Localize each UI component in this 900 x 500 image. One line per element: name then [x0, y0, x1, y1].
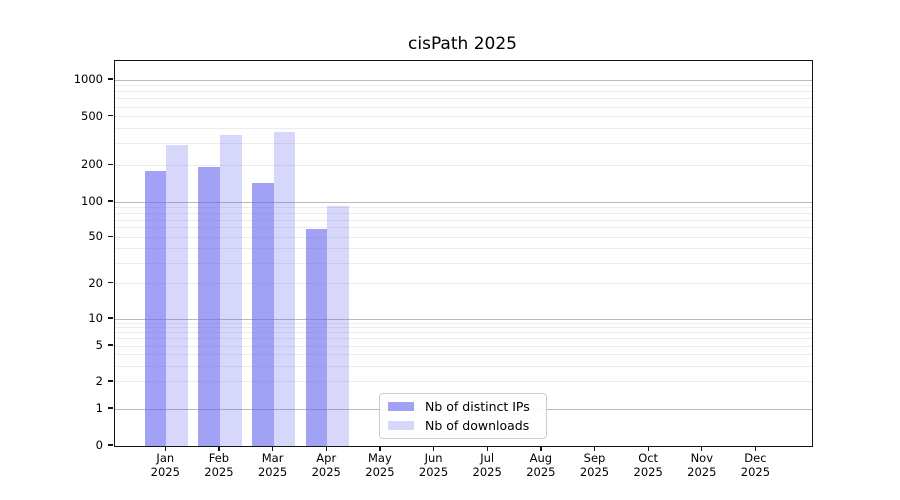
- minor-gridline: [115, 248, 812, 250]
- bar-distinct-ips-apr: [305, 228, 328, 446]
- minor-gridline: [115, 345, 812, 347]
- major-gridline: [115, 79, 812, 81]
- plot-area: [114, 60, 813, 447]
- minor-gridline: [115, 365, 812, 367]
- y-tick-mark: [108, 317, 113, 319]
- y-tick-mark: [108, 115, 113, 117]
- y-tick-mark: [108, 380, 113, 382]
- bar-distinct-ips-jan: [144, 171, 167, 446]
- minor-gridline: [115, 327, 812, 329]
- legend-item-downloads: Nb of downloads: [380, 418, 546, 434]
- bar-distinct-ips-feb: [198, 167, 220, 446]
- x-tick-label: Aug 2025: [526, 451, 556, 479]
- y-tick-label: 20: [88, 275, 103, 290]
- major-gridline: [115, 201, 812, 203]
- legend-swatch-distinct-ips: [388, 402, 414, 411]
- chart-title: cisPath 2025: [408, 34, 517, 54]
- y-tick-mark: [108, 344, 113, 346]
- x-tick-mark: [486, 446, 488, 452]
- minor-gridline: [115, 236, 812, 238]
- y-tick-label: 100: [81, 194, 103, 208]
- x-tick-mark: [379, 446, 381, 452]
- x-tick-label: Mar 2025: [257, 451, 288, 479]
- x-tick-mark: [593, 446, 596, 452]
- minor-gridline: [115, 354, 812, 356]
- minor-gridline: [115, 116, 812, 118]
- minor-gridline: [115, 212, 812, 214]
- minor-gridline: [115, 164, 812, 166]
- minor-gridline: [115, 91, 812, 93]
- legend: Nb of distinct IPs Nb of downloads: [379, 393, 547, 439]
- x-tick-label: Jun 2025: [418, 451, 449, 479]
- minor-gridline: [115, 106, 812, 108]
- minor-gridline: [115, 219, 812, 221]
- x-tick-mark: [540, 446, 542, 452]
- major-gridline: [115, 318, 812, 320]
- x-tick-label: Oct 2025: [633, 451, 663, 479]
- x-tick-mark: [272, 446, 274, 452]
- y-tick-label: 5: [95, 338, 103, 353]
- x-tick-mark: [432, 446, 435, 452]
- x-tick-label: Jan 2025: [150, 451, 180, 479]
- minor-gridline: [115, 283, 812, 285]
- y-tick-label: 2: [95, 373, 103, 388]
- y-tick-label: 1000: [73, 72, 103, 86]
- x-tick-mark: [325, 446, 327, 452]
- minor-gridline: [115, 322, 812, 324]
- x-tick-mark: [701, 446, 703, 452]
- y-tick-label: 0: [95, 438, 103, 452]
- legend-label-distinct-ips: Nb of distinct IPs: [425, 399, 530, 414]
- minor-gridline: [115, 143, 812, 145]
- legend-swatch-downloads: [388, 421, 414, 430]
- y-tick-mark: [108, 200, 113, 202]
- y-tick-mark: [108, 235, 113, 237]
- bar-downloads-jan: [166, 145, 188, 446]
- bar-downloads-mar: [273, 131, 296, 446]
- x-tick-mark: [164, 446, 166, 452]
- y-tick-label: 10: [88, 311, 103, 325]
- y-tick-mark: [108, 282, 113, 284]
- bar-distinct-ips-mar: [251, 182, 274, 446]
- minor-gridline: [115, 85, 812, 87]
- bar-downloads-apr: [327, 206, 349, 446]
- y-tick-label: 200: [81, 157, 103, 172]
- x-tick-label: Jul 2025: [472, 451, 502, 479]
- y-tick-mark: [108, 444, 113, 446]
- x-tick-mark: [647, 446, 649, 452]
- y-tick-label: 1: [95, 401, 103, 415]
- minor-gridline: [115, 332, 812, 334]
- x-tick-label: Feb 2025: [204, 451, 234, 479]
- minor-gridline: [115, 98, 812, 100]
- minor-gridline: [115, 338, 812, 340]
- minor-gridline: [115, 227, 812, 229]
- y-tick-mark: [108, 78, 113, 80]
- x-tick-label: May 2025: [365, 451, 395, 479]
- x-tick-label: Apr 2025: [311, 451, 341, 479]
- minor-gridline: [115, 206, 812, 208]
- y-tick-label: 50: [88, 229, 103, 244]
- legend-item-distinct-ips: Nb of distinct IPs: [380, 399, 546, 415]
- x-tick-mark: [754, 446, 757, 452]
- y-tick-label: 500: [81, 108, 103, 123]
- minor-gridline: [115, 381, 812, 383]
- minor-gridline: [115, 128, 812, 130]
- legend-label-downloads: Nb of downloads: [425, 418, 530, 433]
- y-tick-mark: [108, 407, 113, 409]
- x-tick-label: Sep 2025: [579, 451, 610, 479]
- bar-downloads-feb: [219, 135, 242, 446]
- x-tick-label: Dec 2025: [740, 451, 771, 479]
- x-tick-mark: [218, 446, 220, 452]
- y-tick-mark: [108, 163, 113, 165]
- x-tick-label: Nov 2025: [687, 451, 717, 479]
- minor-gridline: [115, 262, 812, 264]
